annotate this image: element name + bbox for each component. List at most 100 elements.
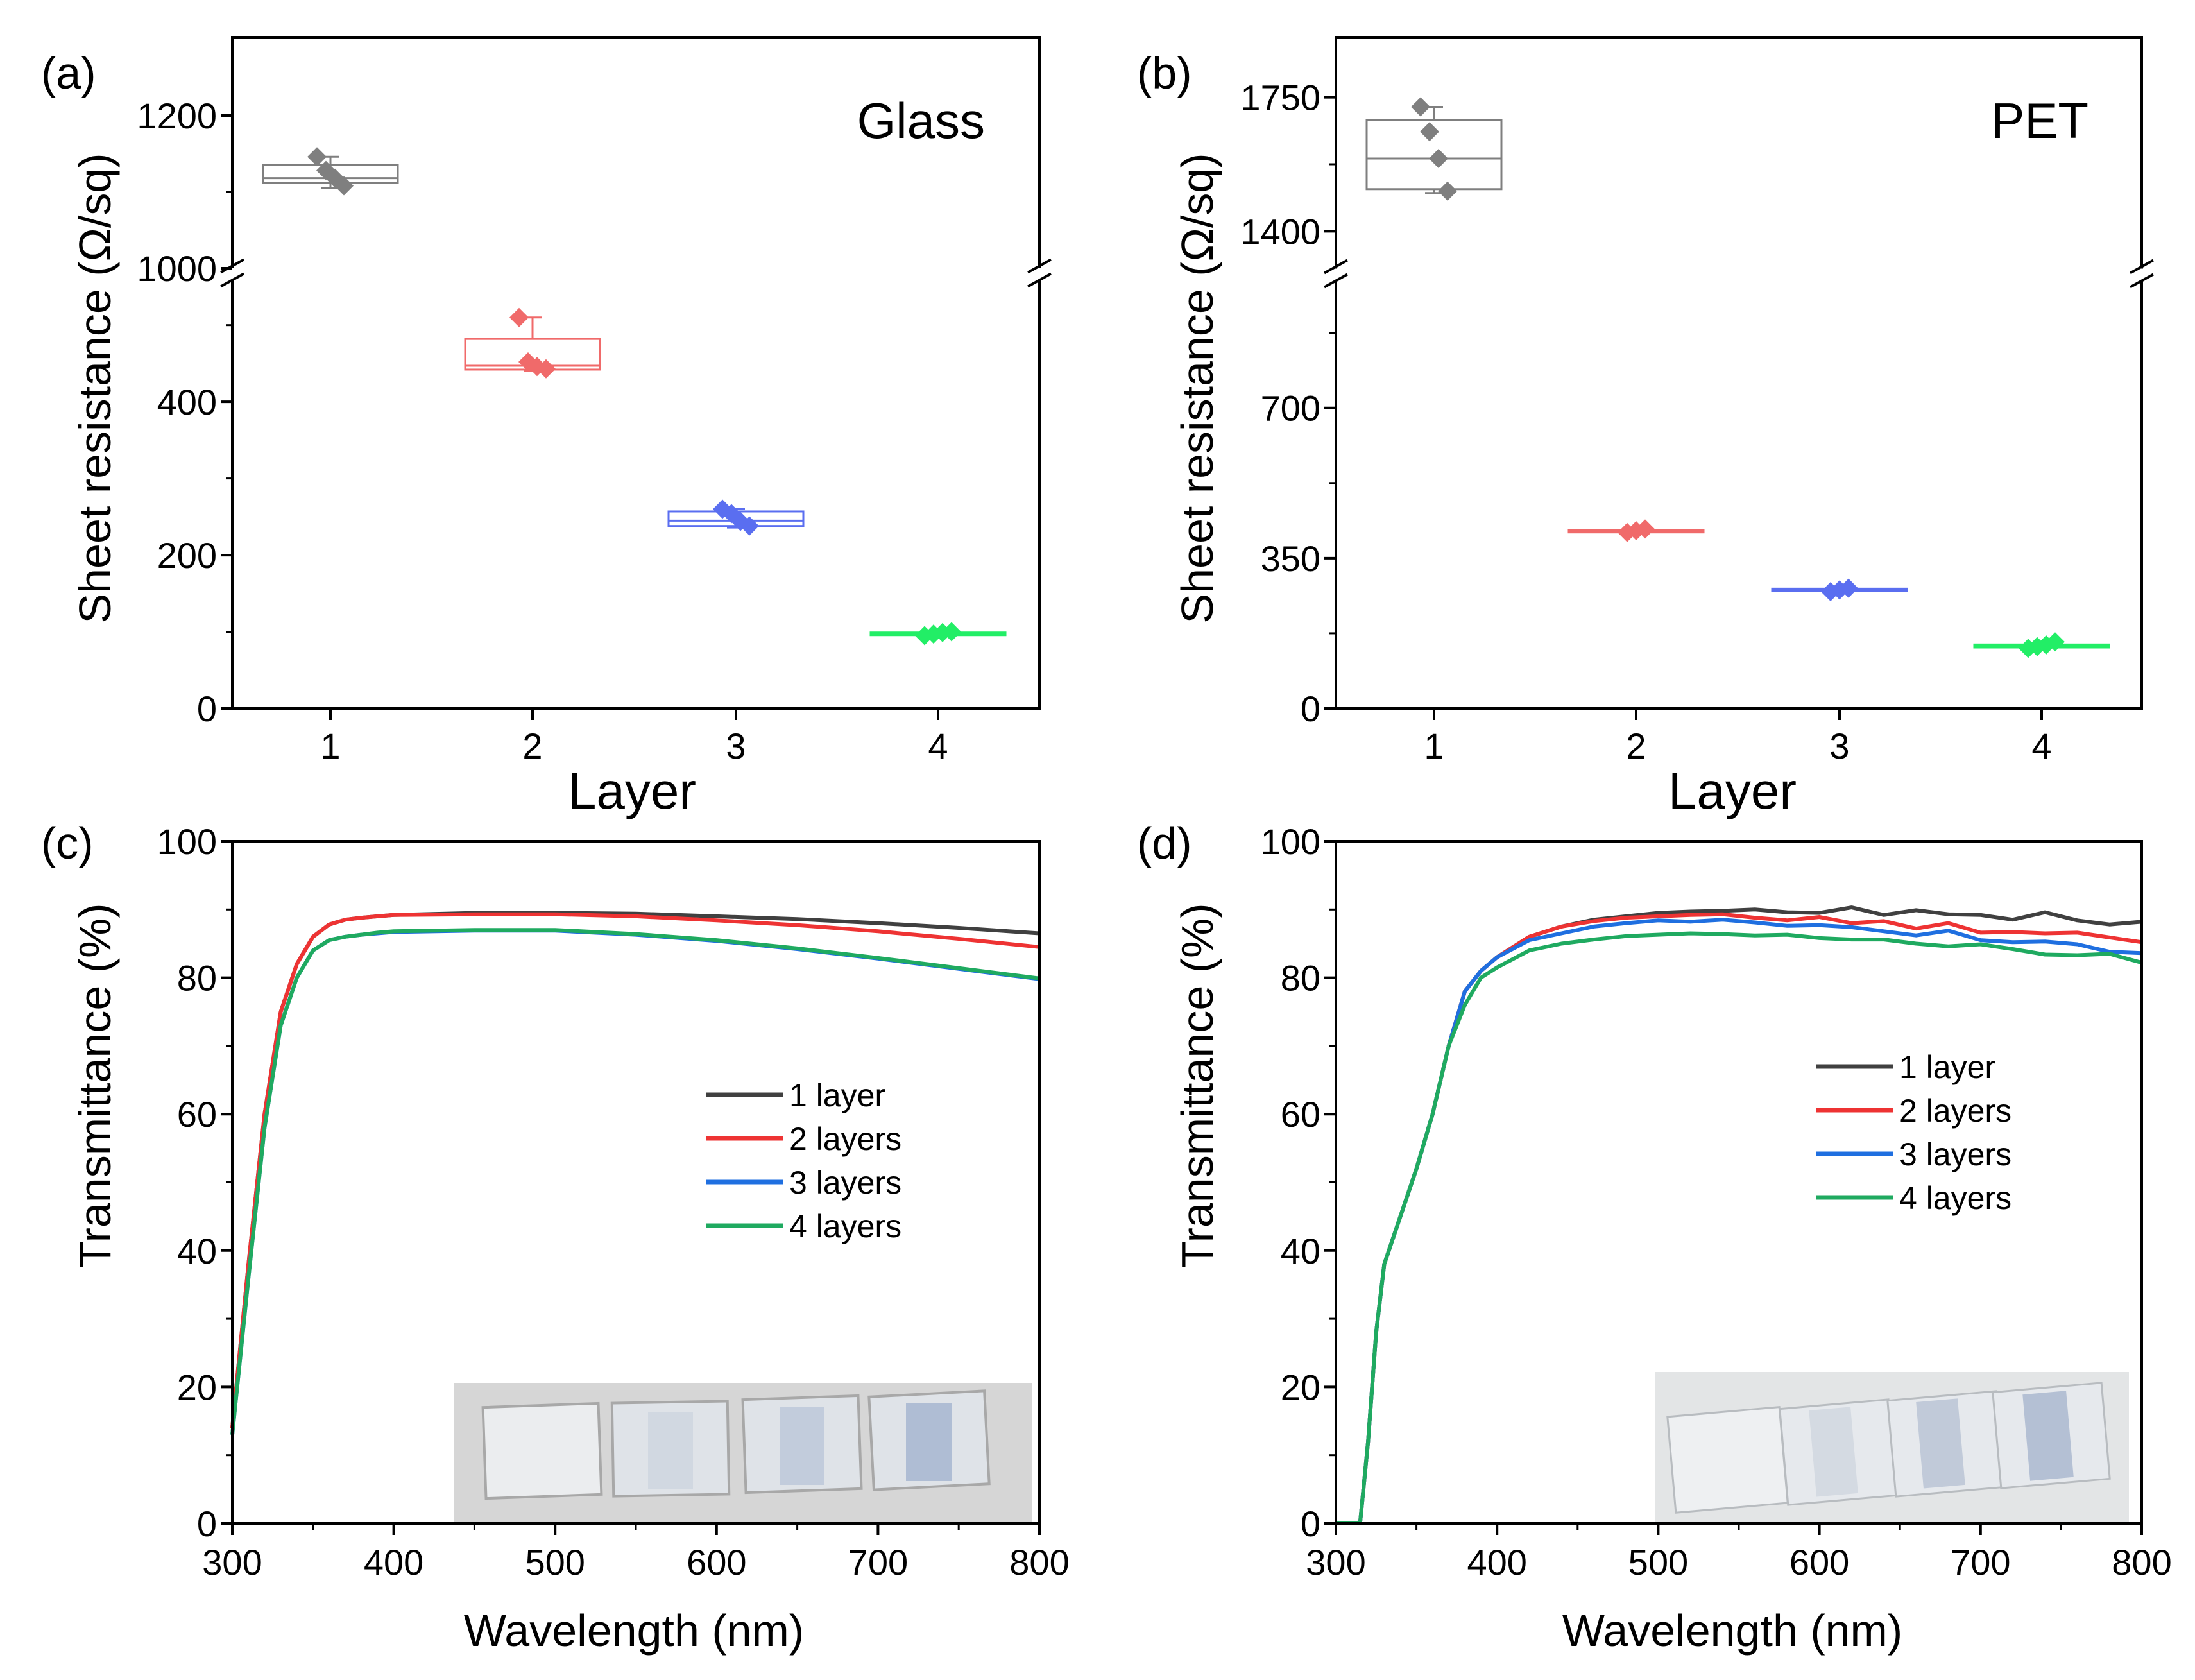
- panel-d: (d) Transmittance (%) Wavelength (nm) 30…: [1137, 818, 2172, 1656]
- y-tick-label-d: 20: [1281, 1367, 1320, 1407]
- panel-label-c: (c): [41, 818, 94, 868]
- y-tick-label-d: 100: [1261, 821, 1320, 862]
- y-tick-label-b: 0: [1301, 689, 1320, 729]
- y-tick-label-b: 350: [1261, 538, 1320, 579]
- panel-c: (c) Transmittance (%) Wavelength (nm) 30…: [41, 818, 1070, 1656]
- plot-frame-c: [231, 840, 1041, 1525]
- legend-label-c-2: 2 layers: [789, 1121, 901, 1157]
- legend-label-c-1: 1 layer: [789, 1077, 885, 1113]
- box-group-b-layer-1: [1365, 97, 1503, 201]
- data-point-b: [2046, 632, 2065, 652]
- y-tick-label-c: 20: [177, 1367, 217, 1407]
- y-tick-label-b: 1400: [1240, 211, 1320, 252]
- x-tick-label-d: 800: [2112, 1542, 2171, 1582]
- y-tick-label-c: 60: [177, 1094, 217, 1135]
- y-tick-label-d: 60: [1281, 1094, 1320, 1135]
- axis-break-mark-a: [1027, 272, 1052, 288]
- x-tick-label-a: 2: [522, 726, 542, 766]
- x-tick-label-d: 300: [1306, 1542, 1365, 1582]
- axis-break-mark-b: [1324, 259, 1348, 275]
- box-group-a-layer-4: [869, 622, 1007, 646]
- ylabel-c: Transmittance (%): [70, 903, 120, 1268]
- panel-label-d: (d): [1137, 818, 1192, 868]
- box-group-a-layer-1: [262, 147, 399, 196]
- x-tick-label-c: 400: [364, 1542, 423, 1582]
- x-tick-label-b: 4: [2031, 726, 2051, 766]
- x-tick-label-a: 3: [726, 726, 746, 766]
- x-tick-label-c: 800: [1009, 1542, 1069, 1582]
- x-tick-label-d: 500: [1628, 1542, 1688, 1582]
- ylabel-d: Transmittance (%): [1172, 903, 1222, 1268]
- box-group-a-layer-2: [464, 307, 601, 379]
- y-tick-label-d: 80: [1281, 958, 1320, 999]
- y-tick-label-a: 1200: [137, 96, 217, 136]
- data-point-b: [1438, 181, 1457, 201]
- data-point-a: [509, 307, 529, 327]
- y-tick-label-b: 700: [1261, 388, 1320, 429]
- xlabel-c: Wavelength (nm): [464, 1606, 804, 1656]
- panel-a: (a) Glass Sheet resistance (Ω/sq) Layer …: [41, 36, 1052, 819]
- legend-label-d-4: 4 layers: [1899, 1180, 2011, 1216]
- data-point-b: [1420, 122, 1439, 142]
- data-point-a: [740, 516, 759, 536]
- x-tick-label-b: 3: [1829, 726, 1849, 766]
- photo-inset-pet: [1655, 1372, 2129, 1525]
- y-tick-label-c: 100: [157, 821, 217, 862]
- y-tick-label-c: 80: [177, 958, 217, 999]
- axis-break-mark-a: [1027, 258, 1052, 274]
- annotation-glass: Glass: [857, 92, 985, 149]
- y-tick-label-c: 40: [177, 1231, 217, 1271]
- data-point-a: [536, 359, 556, 379]
- data-point-b: [1411, 97, 1430, 117]
- box-b: [1365, 119, 1503, 191]
- legend-label-c-3: 3 layers: [789, 1165, 901, 1201]
- axis-break-mark-a: [220, 258, 244, 274]
- y-tick-label-d: 0: [1301, 1504, 1320, 1544]
- y-tick-label-c: 0: [197, 1504, 217, 1544]
- xlabel-b: Layer: [1668, 762, 1797, 819]
- legend-label-d-2: 2 layers: [1899, 1093, 2011, 1129]
- box-group-a-layer-3: [667, 499, 805, 536]
- annotation-pet: PET: [1991, 92, 2088, 149]
- panel-label-a: (a): [41, 48, 96, 98]
- box-group-b-layer-4: [1973, 632, 2110, 658]
- y-tick-label-a: 200: [157, 535, 217, 576]
- legend-label-c-4: 4 layers: [789, 1208, 901, 1244]
- panel-b: (b) PET Sheet resistance (Ω/sq) Layer 0 3…: [1137, 36, 2154, 819]
- box-group-b-layer-2: [1567, 519, 1705, 542]
- plot-frame-d: [1335, 840, 2143, 1525]
- axis-break-mark-a: [220, 272, 244, 288]
- series-line-d-4: [1336, 931, 2142, 1525]
- x-tick-label-b: 2: [1626, 726, 1646, 766]
- plot-frame-a: [231, 36, 1041, 710]
- axis-break-mark-b: [2130, 273, 2154, 289]
- series-line-c-2: [230, 912, 1040, 1428]
- data-point-b: [1429, 149, 1448, 169]
- y-tick-label-b: 1750: [1240, 78, 1320, 118]
- x-tick-label-d: 600: [1789, 1542, 1849, 1582]
- axis-break-mark-b: [1324, 273, 1348, 289]
- y-tick-label-a: 1000: [137, 248, 217, 289]
- legend-label-d-3: 3 layers: [1899, 1136, 2011, 1172]
- x-tick-label-c: 500: [525, 1542, 585, 1582]
- plot-frame-b: [1335, 36, 2143, 710]
- x-tick-label-c: 300: [202, 1542, 262, 1582]
- y-tick-label-d: 40: [1281, 1231, 1320, 1271]
- x-tick-label-a: 4: [928, 726, 948, 766]
- x-tick-label-b: 1: [1424, 726, 1444, 766]
- y-tick-label-a: 400: [157, 382, 217, 422]
- xlabel-d: Wavelength (nm): [1562, 1606, 1902, 1656]
- legend-label-d-1: 1 layer: [1899, 1049, 1995, 1085]
- axis-break-mark-b: [2130, 259, 2154, 275]
- y-tick-label-a: 0: [197, 689, 217, 729]
- data-point-a: [942, 622, 961, 642]
- data-point-b: [1839, 578, 1858, 598]
- x-tick-label-c: 700: [848, 1542, 908, 1582]
- data-point-a: [307, 147, 327, 167]
- data-point-a: [334, 176, 354, 196]
- ylabel-b: Sheet resistance (Ω/sq): [1172, 153, 1222, 623]
- x-tick-label-a: 1: [320, 726, 340, 766]
- photo-inset-glass: [454, 1383, 1032, 1523]
- panel-label-b: (b): [1137, 48, 1192, 98]
